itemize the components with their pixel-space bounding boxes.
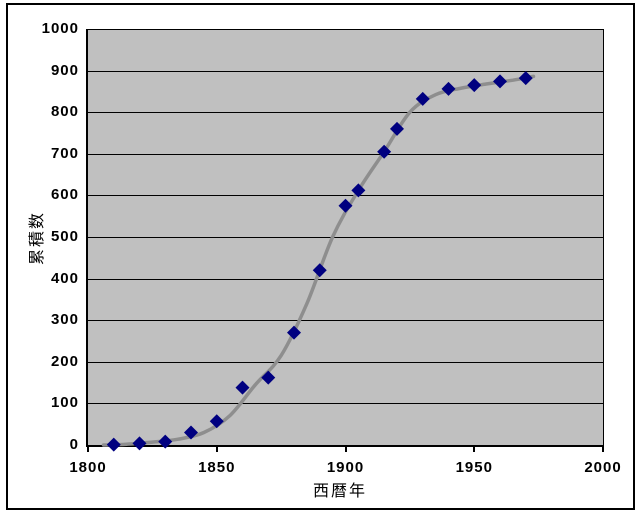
data-point-marker-1960 [493,74,507,89]
data-point-marker-1810 [106,437,121,452]
x-tick-label-2000: 2000 [584,459,622,476]
data-point-marker-1830 [158,434,173,449]
data-point-marker-1905 [351,183,366,198]
y-tick-label-700: 700 [50,144,79,162]
data-point-marker-1820 [132,436,147,451]
x-tick-label-1800: 1800 [69,459,107,476]
data-point-marker-1880 [287,325,301,340]
x-tick-label-1850: 1850 [198,459,236,476]
data-point-marker-1850 [209,414,224,429]
data-point-marker-1940 [441,81,456,96]
x-tick-label-1900: 1900 [326,459,365,476]
y-tick-label-100: 100 [50,394,79,412]
data-point-marker-1970 [518,71,533,86]
y-tick-label-0: 0 [69,436,79,453]
x-axis-line [86,445,604,447]
data-point-marker-1840 [184,425,198,440]
data-point-marker-1950 [467,78,482,93]
y-tick-label-500: 500 [50,228,79,245]
y-axis-line [86,29,88,447]
x-tick-mark-1850 [216,447,218,452]
y-tick-label-600: 600 [50,186,79,204]
y-tick-label-1000: 1000 [41,20,79,37]
x-tick-mark-2000 [602,447,604,452]
data-point-marker-1915 [377,144,392,159]
data-point-marker-1860 [235,380,250,395]
y-tick-label-900: 900 [50,61,79,79]
x-tick-mark-1950 [473,447,475,452]
x-tick-label-1950: 1950 [455,459,493,476]
x-tick-mark-1900 [345,447,347,452]
data-point-marker-1920 [390,121,404,136]
x-axis-title: 西暦年 [312,483,367,500]
x-tick-mark-1800 [87,447,89,452]
y-tick-label-300: 300 [50,311,79,329]
y-tick-label-800: 800 [50,103,79,121]
data-point-marker-1900 [338,198,353,213]
y-tick-label-200: 200 [50,352,79,370]
y-tick-label-400: 400 [50,269,79,287]
y-axis-title: 累積数 [29,211,46,266]
data-point-marker-1870 [261,370,276,385]
data-point-marker-1930 [415,91,430,106]
data-point-marker-1890 [312,263,327,278]
